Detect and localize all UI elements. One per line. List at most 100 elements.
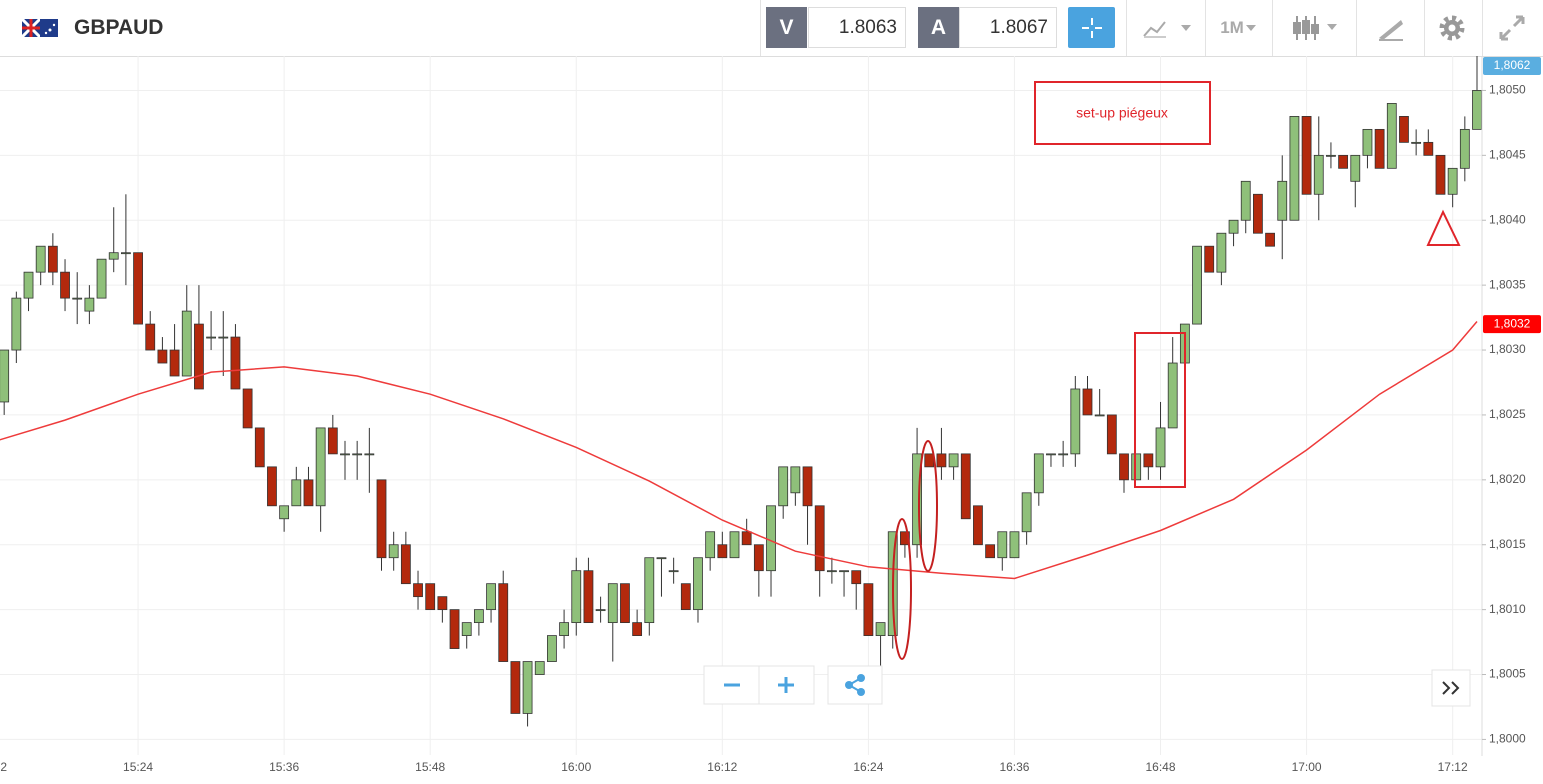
candle-body <box>11 297 22 351</box>
candle-body <box>1204 245 1215 273</box>
candle-body <box>1009 531 1020 559</box>
candle-body <box>729 531 740 559</box>
candle-body <box>851 570 862 585</box>
period-button[interactable]: 1M <box>1214 7 1264 48</box>
candle-body <box>1374 128 1385 169</box>
candle-body <box>1459 128 1470 169</box>
candle-body <box>1265 232 1275 247</box>
candle-body <box>985 544 996 559</box>
candle-body <box>510 661 521 714</box>
chart: set-up piégeux 1,8000 1,8005 1,8010 1,8015 1… <box>0 56 1541 774</box>
y-tick-label: 1,8040 <box>1489 212 1526 226</box>
candle-body <box>583 570 594 624</box>
candle-body <box>656 557 667 560</box>
candle-body <box>741 531 752 546</box>
x-tick-label: 17:12 <box>1438 760 1468 774</box>
candle-body <box>1301 116 1312 195</box>
x-tick-label: 16:36 <box>999 760 1029 774</box>
zoom-in-button[interactable] <box>778 677 794 693</box>
y-tick-label: 1,8050 <box>1489 83 1526 97</box>
highlight-box <box>1134 332 1186 488</box>
candle-body <box>1447 167 1458 195</box>
candle-body <box>181 310 192 377</box>
last-price-box <box>1483 57 1541 75</box>
candle-body <box>473 609 484 624</box>
share-button[interactable] <box>827 665 883 705</box>
highlight-ellipse <box>918 440 938 572</box>
candle-body <box>1082 388 1093 416</box>
x-tick-label: 15:48 <box>415 760 445 774</box>
settings-button[interactable] <box>1430 7 1474 48</box>
x-tick-label: 15:36 <box>269 760 299 774</box>
bid-button[interactable]: V <box>766 7 807 48</box>
candle-type-button[interactable] <box>1288 7 1348 48</box>
candle-body <box>327 427 338 455</box>
drawing-button[interactable] <box>1366 7 1416 48</box>
y-tick-label: 1,8020 <box>1489 472 1526 486</box>
candle-body <box>1216 232 1227 273</box>
toolbar: GBPAUD V 1.8063 A 1.8067 1M <box>0 0 1543 57</box>
candle-body <box>1277 180 1288 221</box>
candle-body <box>753 544 764 572</box>
last-price-label: 1,8062 <box>1494 58 1531 72</box>
y-tick-label: 1,8045 <box>1489 148 1526 162</box>
candle-body <box>559 622 569 636</box>
candle-body <box>960 453 971 520</box>
candle-body <box>291 479 302 507</box>
candle-body <box>863 583 874 636</box>
chart-type-button[interactable] <box>1138 7 1198 48</box>
candle-body <box>400 544 411 585</box>
expand-button[interactable] <box>1488 7 1536 48</box>
x-tick-label: 16:48 <box>1146 760 1176 774</box>
candle-body <box>1240 180 1251 221</box>
candle-body <box>1435 154 1446 195</box>
y-tick-label: 1,8025 <box>1489 407 1526 421</box>
candle-body <box>912 453 922 546</box>
candle-body <box>668 570 679 573</box>
annotation-box <box>1034 81 1211 145</box>
candle-body <box>1399 116 1409 143</box>
candle-body <box>254 427 265 468</box>
candle-body <box>35 245 46 273</box>
x-tick-label: 17:00 <box>1292 760 1322 774</box>
y-tick-label: 1,8030 <box>1489 342 1526 356</box>
x-tick-label: 16:24 <box>853 760 883 774</box>
candle-body <box>571 570 582 624</box>
x-tick-label: 16:00 <box>561 760 591 774</box>
candle-body <box>693 557 703 611</box>
candle-body <box>936 453 947 468</box>
candle-body <box>620 583 630 624</box>
annotation-text: set-up piégeux <box>1076 105 1168 121</box>
candle-body <box>1167 362 1178 429</box>
candle-body <box>242 388 253 429</box>
ask-button[interactable]: A <box>918 7 959 48</box>
candle-body <box>1021 492 1032 533</box>
candle-body <box>1313 154 1324 195</box>
candle-body <box>1289 116 1300 221</box>
scroll-end-button[interactable] <box>1431 669 1471 707</box>
candle-body <box>534 661 545 675</box>
candle-body <box>413 583 423 598</box>
candle-body <box>0 349 10 403</box>
candle-body <box>1046 453 1056 456</box>
x-tick-label: 16:12 <box>707 760 737 774</box>
candle-body <box>315 427 326 507</box>
candle-body <box>875 622 886 636</box>
candle-body <box>802 466 813 507</box>
candle-body <box>133 252 143 325</box>
candle-body <box>1155 427 1166 468</box>
candle-body <box>1350 154 1361 182</box>
candle-body <box>924 453 935 468</box>
ma-price-label: 1,8032 <box>1494 316 1531 330</box>
candle-body <box>790 466 801 494</box>
flag-icon <box>22 19 58 37</box>
candle-body <box>84 297 95 312</box>
candle-body <box>157 349 168 364</box>
candle-body <box>169 349 180 377</box>
crosshair-button[interactable] <box>1068 7 1115 48</box>
candle-body <box>1131 453 1142 481</box>
candle-body <box>705 531 716 559</box>
candle-body <box>267 466 277 507</box>
candle-body <box>218 336 229 339</box>
